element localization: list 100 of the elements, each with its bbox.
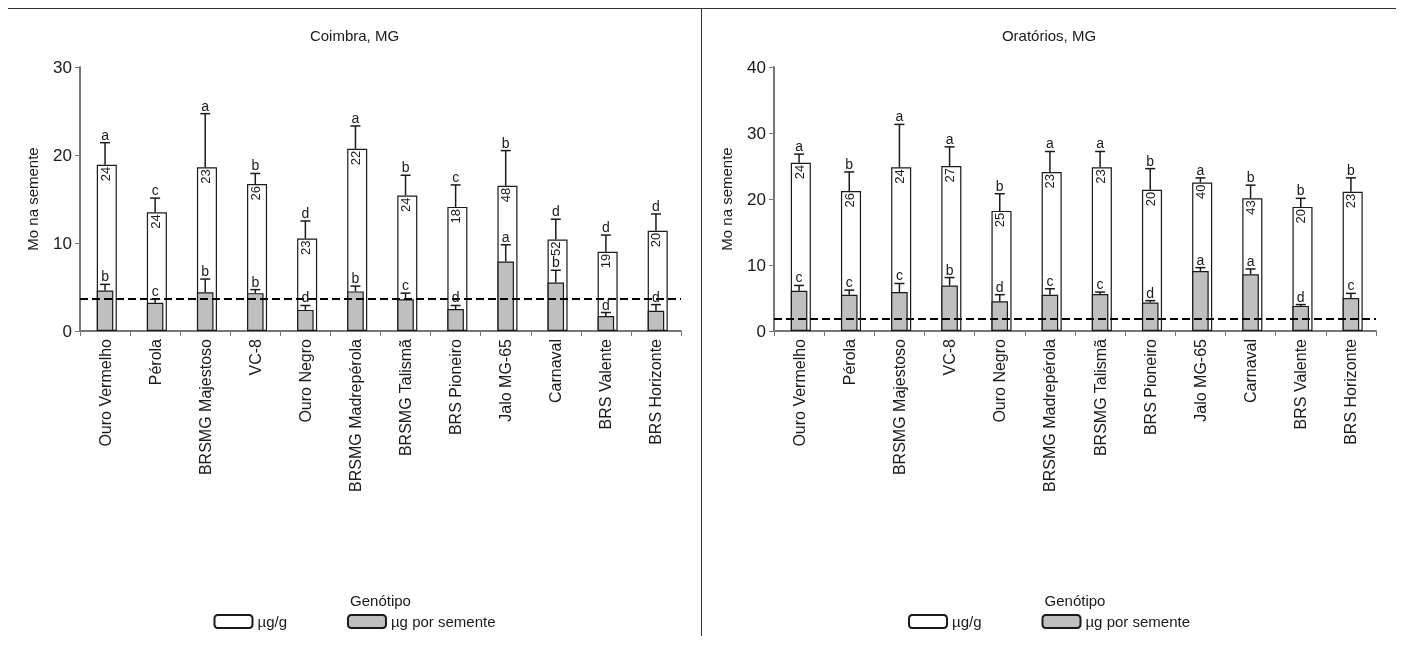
- chart-title: Oratórios, MG: [1001, 27, 1097, 44]
- y-tick-label: 40: [747, 57, 766, 77]
- annotation: 24: [398, 197, 414, 212]
- annotation: 40: [1192, 184, 1208, 199]
- annotation: d: [301, 205, 310, 221]
- x-tick-label: Ouro Vermelho: [96, 338, 114, 447]
- x-tick-label: BRS Horizonte: [647, 338, 665, 445]
- x-axis-title: Genótipo: [1044, 592, 1106, 609]
- annotation: 20: [1142, 191, 1158, 207]
- annotation: a: [201, 97, 210, 114]
- x-tick-label: Ouro Negro: [296, 338, 314, 423]
- annotation: a: [1246, 252, 1255, 269]
- annotation: 23: [1092, 169, 1108, 184]
- x-axis-title: Genótipo: [350, 592, 411, 609]
- x-tick-label: BRSMG Majestoso: [196, 338, 214, 476]
- x-tick-label: BRS Horizonte: [1342, 338, 1360, 445]
- x-tick-label: BRSMG Madrepérola: [1041, 338, 1059, 492]
- x-tick-label: BRSMG Majestoso: [890, 338, 908, 476]
- annotation: a: [1196, 161, 1205, 178]
- annotation: b: [945, 261, 954, 278]
- annotation: c: [1347, 277, 1355, 294]
- x-tick-label: Jalo MG-65: [497, 338, 515, 422]
- annotation: 24: [791, 164, 807, 180]
- annotation: 18: [448, 208, 464, 224]
- annotation: c: [151, 283, 159, 300]
- annotation: d: [652, 288, 660, 305]
- annotation: 23: [1343, 193, 1359, 209]
- annotation: a: [351, 109, 360, 126]
- annotation: d: [601, 219, 610, 236]
- annotation: b: [351, 270, 360, 287]
- annotation: c: [795, 269, 803, 286]
- annotation: 24: [97, 166, 113, 182]
- legend-label: µg por semente: [390, 613, 496, 630]
- annotation: d: [301, 289, 310, 306]
- x-tick-label: VC-8: [941, 338, 959, 376]
- x-tick-label: BRS Pioneiro: [1141, 338, 1159, 436]
- annotation: b: [401, 159, 410, 176]
- annotation: b: [201, 263, 210, 280]
- x-tick-label: BRSMG Madrepérola: [346, 338, 364, 492]
- annotation: d: [601, 296, 610, 313]
- annotation: a: [1046, 135, 1055, 152]
- y-tick-label: 10: [53, 233, 72, 253]
- annotation: 25: [992, 212, 1008, 228]
- y-tick-label: 20: [747, 189, 766, 209]
- annotation: 43: [1243, 200, 1259, 215]
- x-tick-label: BRSMG Talismã: [1091, 338, 1109, 457]
- annotation: 24: [147, 214, 163, 229]
- annotation: 19: [598, 253, 614, 269]
- annotation: c: [845, 274, 853, 291]
- annotation: c: [1096, 276, 1104, 293]
- annotation: b: [251, 273, 260, 290]
- annotation: 20: [1293, 208, 1309, 224]
- annotation: b: [845, 155, 854, 172]
- annotation: b: [995, 177, 1004, 194]
- annotation: d: [1146, 284, 1155, 301]
- annotation: c: [895, 267, 903, 284]
- y-tick-label: 30: [747, 123, 766, 143]
- legend-label: µg/g: [257, 613, 287, 630]
- annotation: b: [251, 157, 260, 174]
- annotation: 48: [498, 187, 514, 203]
- y-tick-label: 0: [756, 321, 766, 341]
- annotation: d: [995, 278, 1004, 295]
- annotation: 24: [891, 169, 907, 184]
- y-tick-label: 10: [747, 255, 766, 275]
- x-tick-label: BRS Valente: [597, 338, 615, 430]
- annotation: b: [1347, 161, 1356, 178]
- annotation: b: [1146, 152, 1155, 169]
- x-tick-label: Pérola: [840, 338, 858, 386]
- x-tick-label: Carnaval: [1242, 339, 1260, 404]
- annotation: 26: [841, 193, 857, 208]
- x-tick-label: BRSMG Talismã: [397, 338, 415, 457]
- x-tick-label: Ouro Vermelho: [790, 338, 808, 447]
- annotation: 23: [297, 240, 313, 256]
- annotation: a: [501, 228, 510, 245]
- annotation: a: [1096, 135, 1105, 152]
- annotation: b: [1246, 169, 1255, 186]
- x-tick-label: BRS Valente: [1292, 338, 1310, 430]
- y-axis-title: Mo na semente: [718, 147, 735, 251]
- annotation: 20: [648, 232, 664, 248]
- y-tick-label: 30: [53, 57, 72, 77]
- annotation: c: [151, 182, 159, 199]
- x-tick-label: Carnaval: [547, 339, 565, 404]
- annotation: a: [895, 108, 904, 125]
- annotation: b: [101, 268, 110, 285]
- y-tick-label: 20: [53, 145, 72, 165]
- annotation: b: [501, 134, 510, 151]
- legend-label: µg por semente: [1085, 613, 1191, 630]
- annotation: a: [101, 126, 110, 143]
- x-tick-label: Jalo MG-65: [1191, 338, 1209, 422]
- x-tick-label: Ouro Negro: [991, 338, 1009, 423]
- chart-title: Coimbra, MG: [309, 27, 400, 44]
- annotation: b: [1296, 182, 1305, 199]
- annotation: 27: [942, 168, 958, 183]
- annotation: d: [652, 197, 660, 214]
- x-tick-label: Pérola: [146, 338, 164, 386]
- y-axis-title: Mo na semente: [24, 147, 41, 251]
- x-tick-label: VC-8: [246, 338, 264, 376]
- annotation: a: [1196, 251, 1205, 268]
- legend-label: µg/g: [951, 613, 982, 630]
- annotation: c: [402, 277, 410, 294]
